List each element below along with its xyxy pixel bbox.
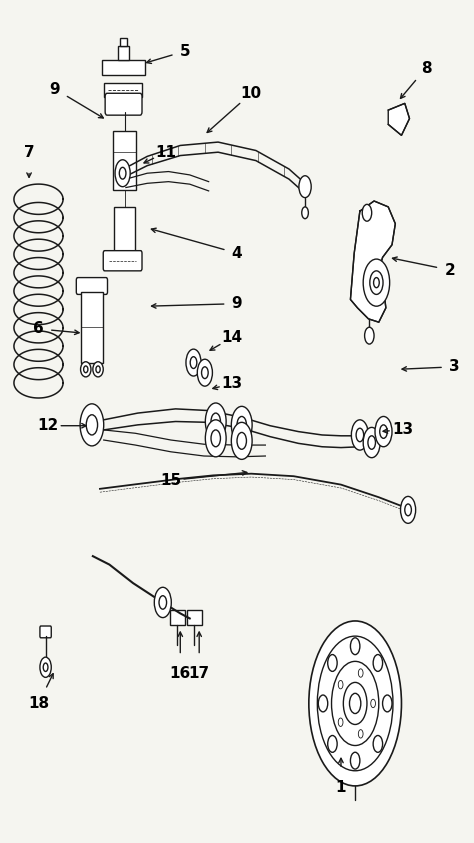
- Text: 6: 6: [33, 321, 44, 336]
- Text: 5: 5: [180, 44, 191, 59]
- Circle shape: [328, 654, 337, 671]
- Circle shape: [356, 428, 364, 442]
- Bar: [120, 38, 127, 46]
- Circle shape: [211, 413, 220, 430]
- Circle shape: [371, 699, 375, 707]
- Text: 11: 11: [155, 145, 177, 159]
- Circle shape: [338, 680, 343, 689]
- Circle shape: [363, 259, 390, 306]
- Circle shape: [190, 357, 197, 368]
- Circle shape: [375, 416, 392, 447]
- Circle shape: [302, 207, 309, 218]
- Circle shape: [368, 436, 375, 449]
- Bar: [187, 610, 202, 626]
- Text: 8: 8: [421, 61, 431, 76]
- Circle shape: [338, 718, 343, 727]
- Circle shape: [318, 636, 393, 771]
- Circle shape: [80, 404, 104, 446]
- Text: 12: 12: [37, 418, 59, 433]
- Circle shape: [309, 621, 401, 786]
- Bar: [81, 292, 103, 362]
- Circle shape: [231, 406, 252, 443]
- Polygon shape: [388, 104, 410, 136]
- FancyBboxPatch shape: [103, 250, 142, 271]
- Circle shape: [358, 668, 363, 677]
- Text: 4: 4: [232, 245, 242, 260]
- Circle shape: [115, 160, 130, 186]
- Text: 16: 16: [170, 667, 191, 681]
- Circle shape: [43, 663, 48, 672]
- Circle shape: [401, 497, 416, 524]
- Text: 7: 7: [24, 145, 34, 159]
- Circle shape: [299, 175, 311, 197]
- Text: 17: 17: [189, 667, 210, 681]
- Text: 9: 9: [232, 296, 242, 311]
- Text: 10: 10: [241, 86, 262, 101]
- Circle shape: [318, 695, 328, 711]
- Circle shape: [119, 167, 126, 179]
- Circle shape: [237, 416, 246, 433]
- Circle shape: [370, 271, 383, 294]
- Bar: [170, 610, 185, 626]
- Circle shape: [211, 430, 220, 447]
- Text: 2: 2: [444, 262, 455, 277]
- Circle shape: [237, 432, 246, 449]
- Circle shape: [350, 752, 360, 769]
- Circle shape: [231, 422, 252, 459]
- Circle shape: [40, 658, 51, 677]
- Circle shape: [383, 695, 392, 711]
- Circle shape: [363, 427, 380, 458]
- FancyBboxPatch shape: [76, 277, 108, 294]
- Ellipse shape: [83, 366, 88, 373]
- Ellipse shape: [93, 362, 103, 377]
- Circle shape: [343, 682, 367, 724]
- Circle shape: [350, 638, 360, 655]
- Circle shape: [405, 504, 411, 516]
- Circle shape: [373, 735, 383, 752]
- Text: 18: 18: [28, 696, 49, 711]
- Circle shape: [328, 735, 337, 752]
- Circle shape: [197, 359, 212, 386]
- Circle shape: [155, 588, 171, 618]
- Circle shape: [205, 403, 226, 440]
- Bar: [113, 132, 136, 190]
- FancyBboxPatch shape: [40, 626, 51, 638]
- FancyBboxPatch shape: [105, 94, 142, 115]
- Circle shape: [186, 349, 201, 376]
- Bar: [102, 60, 145, 75]
- Bar: [118, 46, 129, 60]
- Ellipse shape: [81, 362, 91, 377]
- Circle shape: [331, 662, 379, 745]
- Ellipse shape: [96, 366, 100, 373]
- Circle shape: [362, 204, 372, 221]
- Text: 9: 9: [50, 82, 60, 97]
- Text: 1: 1: [336, 780, 346, 795]
- Text: 15: 15: [160, 473, 182, 488]
- Text: 14: 14: [222, 330, 243, 345]
- Polygon shape: [350, 201, 395, 322]
- Circle shape: [351, 420, 368, 450]
- Circle shape: [205, 420, 226, 457]
- Circle shape: [380, 425, 387, 438]
- Circle shape: [201, 367, 208, 379]
- Text: 13: 13: [392, 422, 413, 438]
- Circle shape: [373, 654, 383, 671]
- Bar: [104, 83, 143, 97]
- Circle shape: [86, 415, 98, 435]
- Circle shape: [365, 327, 374, 344]
- Circle shape: [159, 596, 166, 609]
- Text: 3: 3: [449, 359, 460, 374]
- Bar: [114, 207, 135, 253]
- Circle shape: [358, 730, 363, 738]
- Text: 13: 13: [222, 376, 243, 391]
- Circle shape: [374, 277, 379, 287]
- Circle shape: [349, 693, 361, 713]
